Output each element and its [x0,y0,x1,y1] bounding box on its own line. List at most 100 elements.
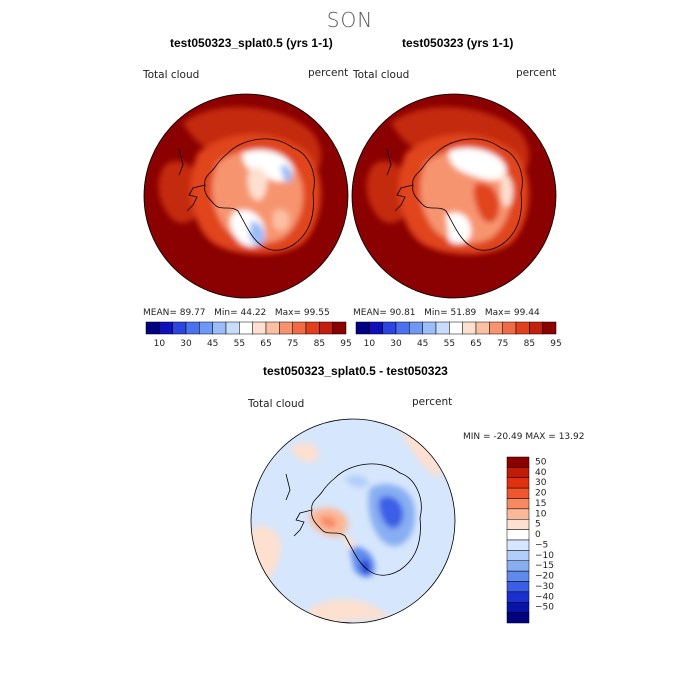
panel-1-min-label: Min= [214,308,238,318]
colorbar-2-swatch [502,321,517,335]
colorbar-diff-swatch [506,456,530,468]
colorbar-1-swatch [159,321,173,335]
panel-1-mean-value: 89.77 [179,308,206,318]
colorbar-diff-swatch [506,591,530,603]
colorbar-1-swatch [145,321,160,335]
colorbar-diff-swatch [506,550,530,561]
colorbar-1-tick-label: 95 [340,339,351,349]
panel-2-units-label: percent [516,67,557,79]
colorbar-1-swatch [239,321,253,335]
colorbar-diff-swatch [506,487,530,499]
colorbar-2-swatch [475,321,490,335]
colorbar-2-tick-label: 85 [524,339,535,349]
panel-1-max-label: Max= [274,308,302,318]
map-panel-2 [351,93,557,299]
colorbar-diff-swatch [506,519,530,530]
map-panel-1 [143,93,349,299]
colorbar-diff-tick-label: 0 [535,530,541,540]
diff-max-label: MAX = [525,432,556,442]
colorbar-2-swatch [409,321,423,335]
colorbar-diff-swatch [506,508,530,520]
diff-max-value: 13.92 [558,432,585,442]
panel-2-max-value: 99.44 [513,308,540,318]
colorbar-2-swatch [515,321,530,335]
colorbar-diff-swatch [506,581,530,593]
colorbar-2-tick-label: 65 [470,339,481,349]
colorbar-1-swatch [199,321,213,335]
colorbar-diff-swatch [506,539,530,551]
colorbar-2-swatch [435,321,450,335]
panel-2-max-label: Max= [484,308,512,318]
diff-title: test050323_splat0.5 - test050323 [263,364,448,378]
panel-1-min-value: 44.22 [240,308,267,318]
colorbar-2-swatch [355,321,370,335]
colorbar-diff-tick-label: −50 [535,603,554,613]
colorbar-1-swatch [185,321,200,335]
colorbar-1-swatch [225,321,240,335]
colorbar-1-swatch [212,321,227,335]
colorbar-panel-1: 10 30 45 55 65 75 85 95 [145,321,352,349]
season-title: SON [326,8,374,32]
panel-2-stats: MEAN= 90.81 Min= 51.89 Max= 99.44 [353,308,540,318]
colorbar-diff-tick-label: −30 [535,582,554,592]
panel-2-mean-label: MEAN= [353,308,387,318]
colorbar-2-tick-label: 55 [444,339,455,349]
diff-units-label: percent [412,396,453,408]
colorbar-1-swatch [172,321,187,335]
colorbar-diff-tick-label: −40 [535,592,554,602]
colorbar-1-tick-label: 85 [314,339,325,349]
colorbar-1-swatch [332,321,347,335]
panel-1-max-value: 99.55 [303,308,330,318]
panel-1-title: test050323_splat0.5 (yrs 1-1) [170,36,333,50]
colorbar-2-swatch [449,321,463,335]
diff-min-label: MIN = [463,432,491,442]
colorbar-2-swatch [529,321,543,335]
colorbar-1-tick-label: 75 [287,339,298,349]
colorbar-diff-tick-label: −5 [535,540,548,550]
colorbar-diff-swatch [506,612,530,624]
colorbar-2-swatch [542,321,557,335]
colorbar-1-swatch [292,321,307,335]
colorbar-diff-tick-label: 10 [535,509,547,519]
colorbar-1-swatch [252,321,267,335]
colorbar-panel-2: 10 30 45 55 65 75 85 95 [355,321,562,349]
colorbar-diff-tick-label: −20 [535,572,554,582]
colorbar-diff-swatch [506,602,530,613]
colorbar-1-tick-label: 10 [154,339,166,349]
diff-min-value: -20.49 [493,432,523,442]
colorbar-1-tick-label: 45 [207,339,218,349]
panel-2-mean-value: 90.81 [389,308,416,318]
map-diff [250,418,456,624]
colorbar-diff-tick-label: 20 [535,489,547,499]
colorbar-2-swatch [382,321,397,335]
colorbar-diff-swatch [506,529,530,541]
colorbar-2-tick-label: 75 [497,339,508,349]
colorbar-diff-swatch [506,560,530,572]
colorbar-2-tick-label: 95 [550,339,561,349]
panel-2-min-label: Min= [424,308,448,318]
colorbar-1-tick-label: 65 [260,339,271,349]
colorbar-diff-swatch [506,467,530,478]
colorbar-1-swatch [305,321,320,335]
colorbar-1-tick-label: 30 [180,339,192,349]
colorbar-diff-tick-label: 50 [535,457,547,467]
panel-1-variable-label: Total cloud [143,69,200,81]
colorbar-2-tick-label: 45 [417,339,428,349]
panel-2-title: test050323 (yrs 1-1) [402,36,514,50]
colorbar-1-tick-label: 55 [234,339,245,349]
colorbar-diff-tick-label: 30 [535,478,547,488]
panel-2-min-value: 51.89 [450,308,477,318]
panel-2-variable-label: Total cloud [353,69,410,81]
panel-1-stats: MEAN= 89.77 Min= 44.22 Max= 99.55 [143,308,330,318]
colorbar-diff-tick-label: 5 [535,520,541,530]
colorbar-diff-tick-label: −15 [535,561,554,571]
colorbar-diff-tick-label: 40 [535,468,547,478]
diff-variable-label: Total cloud [248,398,305,410]
colorbar-2-tick-label: 30 [390,339,402,349]
colorbar-1-swatch [319,321,333,335]
colorbar-diff-tick-label: −10 [535,551,554,561]
panel-1-units-label: percent [308,67,349,79]
colorbar-diff-swatch [506,498,530,510]
colorbar-2-swatch [489,321,503,335]
